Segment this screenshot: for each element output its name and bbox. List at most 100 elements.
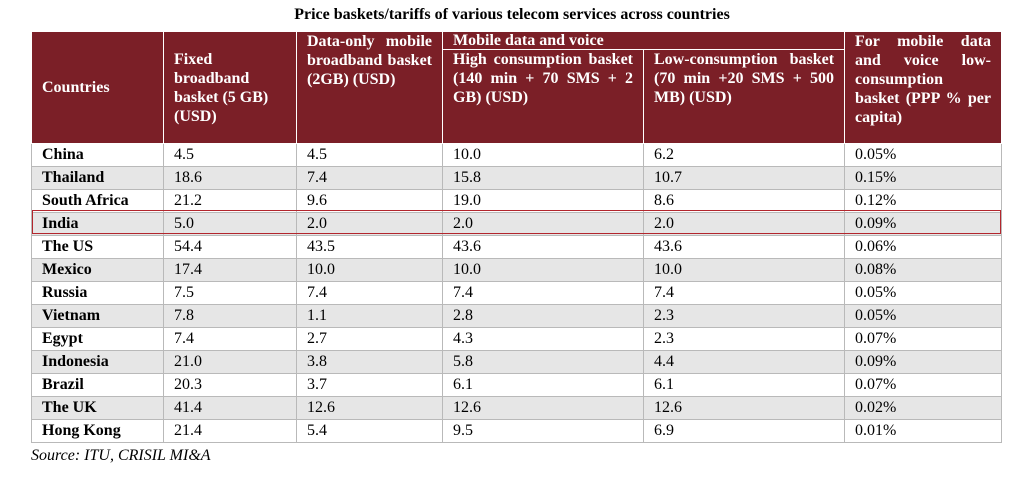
data-cell: 9.6 (296, 189, 443, 213)
high-cell: 12.6 (442, 396, 644, 420)
table-row: Indonesia 21.0 3.8 5.8 4.4 0.09% (31, 350, 1003, 374)
table-row: Thailand 18.6 7.4 15.8 10.7 0.15% (31, 166, 1003, 190)
country-cell: Brazil (31, 373, 164, 397)
data-cell: 2.0 (296, 212, 443, 236)
ppp-cell: 0.01% (844, 419, 1003, 443)
data-cell: 10.0 (296, 258, 443, 282)
low-cell: 6.2 (642, 143, 846, 167)
table-row: Egypt 7.4 2.7 4.3 2.3 0.07% (31, 327, 1003, 351)
country-cell: South Africa (31, 189, 164, 213)
low-cell: 4.4 (642, 350, 846, 374)
telecom-price-table: Countries Fixed broadband basket (5 GB) … (31, 31, 1003, 443)
data-cell: 5.4 (296, 419, 443, 443)
fixed-cell: 41.4 (163, 396, 297, 420)
table-row: Mexico 17.4 10.0 10.0 10.0 0.08% (31, 258, 1003, 282)
low-cell: 2.3 (642, 304, 846, 328)
country-cell: China (31, 143, 164, 167)
ppp-cell: 0.15% (844, 166, 1003, 190)
header-countries: Countries (31, 31, 164, 144)
country-cell: Indonesia (31, 350, 164, 374)
header-mobile-group: Mobile data and voice (441, 31, 846, 50)
header-row: Countries Fixed broadband basket (5 GB) … (31, 31, 1003, 144)
ppp-cell: 0.05% (844, 304, 1003, 328)
table-row: The UK 41.4 12.6 12.6 12.6 0.02% (31, 396, 1003, 420)
fixed-cell: 4.5 (163, 143, 297, 167)
high-cell: 15.8 (442, 166, 644, 190)
table-row: Brazil 20.3 3.7 6.1 6.1 0.07% (31, 373, 1003, 397)
data-cell: 4.5 (296, 143, 443, 167)
fixed-cell: 7.8 (163, 304, 297, 328)
high-cell: 5.8 (442, 350, 644, 374)
ppp-cell: 0.09% (844, 212, 1003, 236)
low-cell: 10.7 (642, 166, 846, 190)
country-cell: The US (31, 235, 164, 259)
ppp-cell: 0.12% (844, 189, 1003, 213)
high-cell: 2.8 (442, 304, 644, 328)
table-row: Hong Kong 21.4 5.4 9.5 6.9 0.01% (31, 419, 1003, 443)
low-cell: 2.3 (642, 327, 846, 351)
ppp-cell: 0.09% (844, 350, 1003, 374)
table-body: China 4.5 4.5 10.0 6.2 0.05% Thailand 18.6 7.4 15… (31, 143, 1003, 443)
table-row: India 5.0 2.0 2.0 2.0 0.09% (31, 212, 1003, 236)
low-cell: 7.4 (642, 281, 846, 305)
high-cell: 43.6 (442, 235, 644, 259)
high-cell: 10.0 (442, 143, 644, 167)
data-cell: 7.4 (296, 166, 443, 190)
ppp-cell: 0.05% (844, 143, 1003, 167)
high-cell: 4.3 (442, 327, 644, 351)
fixed-cell: 54.4 (163, 235, 297, 259)
low-cell: 8.6 (642, 189, 846, 213)
ppp-cell: 0.07% (844, 327, 1003, 351)
table-title: Price baskets/tariffs of various telecom… (294, 6, 730, 23)
low-cell: 2.0 (642, 212, 846, 236)
country-cell: Thailand (31, 166, 164, 190)
high-cell: 7.4 (442, 281, 644, 305)
fixed-cell: 7.5 (163, 281, 297, 305)
ppp-cell: 0.07% (844, 373, 1003, 397)
high-cell: 2.0 (442, 212, 644, 236)
header-fixed-broadband: Fixed broadband basket (5 GB) (USD) (163, 31, 297, 144)
country-cell: India (31, 212, 164, 236)
country-cell: Hong Kong (31, 419, 164, 443)
fixed-cell: 21.2 (163, 189, 297, 213)
header-data-only: Data-only mobile broadband basket (2GB) … (296, 31, 443, 144)
source-note: Source: ITU, CRISIL MI&A (31, 447, 211, 464)
high-cell: 10.0 (442, 258, 644, 282)
fixed-cell: 5.0 (163, 212, 297, 236)
table-row: South Africa 21.2 9.6 19.0 8.6 0.12% (31, 189, 1003, 213)
country-cell: Mexico (31, 258, 164, 282)
header-subrow: High consumption basket (140 min + 70 SM… (32, 49, 1002, 144)
fixed-cell: 20.3 (163, 373, 297, 397)
low-cell: 12.6 (642, 396, 846, 420)
table-row: China 4.5 4.5 10.0 6.2 0.05% (31, 143, 1003, 167)
country-cell: The UK (31, 396, 164, 420)
table-row: Vietnam 7.8 1.1 2.8 2.3 0.05% (31, 304, 1003, 328)
ppp-cell: 0.05% (844, 281, 1003, 305)
country-cell: Vietnam (31, 304, 164, 328)
ppp-cell: 0.08% (844, 258, 1003, 282)
table-row: The US 54.4 43.5 43.6 43.6 0.06% (31, 235, 1003, 259)
fixed-cell: 17.4 (163, 258, 297, 282)
data-cell: 12.6 (296, 396, 443, 420)
country-cell: Russia (31, 281, 164, 305)
data-cell: 7.4 (296, 281, 443, 305)
high-cell: 19.0 (442, 189, 644, 213)
fixed-cell: 21.0 (163, 350, 297, 374)
data-cell: 3.8 (296, 350, 443, 374)
low-cell: 6.9 (642, 419, 846, 443)
low-cell: 6.1 (642, 373, 846, 397)
fixed-cell: 7.4 (163, 327, 297, 351)
header-ppp: For mobile data and voice low-consumptio… (844, 31, 1003, 144)
header-high-consumption: High consumption basket (140 min + 70 SM… (442, 49, 644, 144)
low-cell: 43.6 (642, 235, 846, 259)
fixed-cell: 18.6 (163, 166, 297, 190)
data-cell: 3.7 (296, 373, 443, 397)
data-cell: 43.5 (296, 235, 443, 259)
header-low-consumption: Low-consumption basket (70 min +20 SMS +… (642, 49, 846, 144)
high-cell: 6.1 (442, 373, 644, 397)
ppp-cell: 0.02% (844, 396, 1003, 420)
fixed-cell: 21.4 (163, 419, 297, 443)
table-row: Russia 7.5 7.4 7.4 7.4 0.05% (31, 281, 1003, 305)
low-cell: 10.0 (642, 258, 846, 282)
data-cell: 2.7 (296, 327, 443, 351)
